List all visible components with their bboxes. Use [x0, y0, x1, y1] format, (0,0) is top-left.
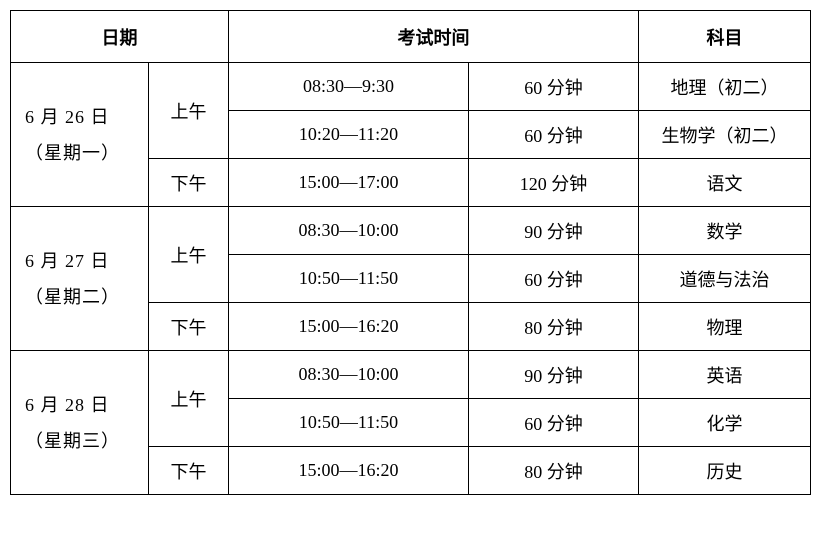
date-line1: 6 月 27 日 — [25, 251, 110, 271]
subject-cell: 英语 — [639, 351, 811, 399]
subject-cell: 物理 — [639, 303, 811, 351]
time-cell: 08:30—10:00 — [229, 207, 469, 255]
subject-cell: 语文 — [639, 159, 811, 207]
ampm-am: 上午 — [149, 207, 229, 303]
duration-cell: 120 分钟 — [469, 159, 639, 207]
time-cell: 15:00—16:20 — [229, 447, 469, 495]
ampm-am: 上午 — [149, 63, 229, 159]
table-row: 6 月 28 日 （星期三） 上午 08:30—10:00 90 分钟 英语 — [11, 351, 811, 399]
date-cell: 6 月 26 日 （星期一） — [11, 63, 149, 207]
duration-cell: 90 分钟 — [469, 351, 639, 399]
subject-cell: 地理（初二） — [639, 63, 811, 111]
subject-cell: 道德与法治 — [639, 255, 811, 303]
exam-schedule-table: 日期 考试时间 科目 6 月 26 日 （星期一） 上午 08:30—9:30 … — [10, 10, 811, 495]
date-line2: （星期二） — [25, 287, 120, 307]
date-cell: 6 月 28 日 （星期三） — [11, 351, 149, 495]
time-cell: 08:30—10:00 — [229, 351, 469, 399]
table-row: 6 月 27 日 （星期二） 上午 08:30—10:00 90 分钟 数学 — [11, 207, 811, 255]
duration-cell: 60 分钟 — [469, 63, 639, 111]
ampm-pm: 下午 — [149, 303, 229, 351]
subject-cell: 历史 — [639, 447, 811, 495]
header-row: 日期 考试时间 科目 — [11, 11, 811, 63]
date-line1: 6 月 28 日 — [25, 395, 110, 415]
date-line2: （星期三） — [25, 431, 120, 451]
date-cell: 6 月 27 日 （星期二） — [11, 207, 149, 351]
date-line1: 6 月 26 日 — [25, 107, 110, 127]
ampm-pm: 下午 — [149, 447, 229, 495]
time-cell: 10:20—11:20 — [229, 111, 469, 159]
subject-cell: 数学 — [639, 207, 811, 255]
duration-cell: 90 分钟 — [469, 207, 639, 255]
duration-cell: 60 分钟 — [469, 255, 639, 303]
header-subject: 科目 — [639, 11, 811, 63]
date-line2: （星期一） — [25, 143, 120, 163]
subject-cell: 化学 — [639, 399, 811, 447]
header-date: 日期 — [11, 11, 229, 63]
table-row: 6 月 26 日 （星期一） 上午 08:30—9:30 60 分钟 地理（初二… — [11, 63, 811, 111]
ampm-am: 上午 — [149, 351, 229, 447]
time-cell: 15:00—17:00 — [229, 159, 469, 207]
header-exam-time: 考试时间 — [229, 11, 639, 63]
duration-cell: 60 分钟 — [469, 111, 639, 159]
duration-cell: 60 分钟 — [469, 399, 639, 447]
duration-cell: 80 分钟 — [469, 447, 639, 495]
time-cell: 15:00—16:20 — [229, 303, 469, 351]
time-cell: 08:30—9:30 — [229, 63, 469, 111]
duration-cell: 80 分钟 — [469, 303, 639, 351]
time-cell: 10:50—11:50 — [229, 399, 469, 447]
time-cell: 10:50—11:50 — [229, 255, 469, 303]
ampm-pm: 下午 — [149, 159, 229, 207]
subject-cell: 生物学（初二） — [639, 111, 811, 159]
